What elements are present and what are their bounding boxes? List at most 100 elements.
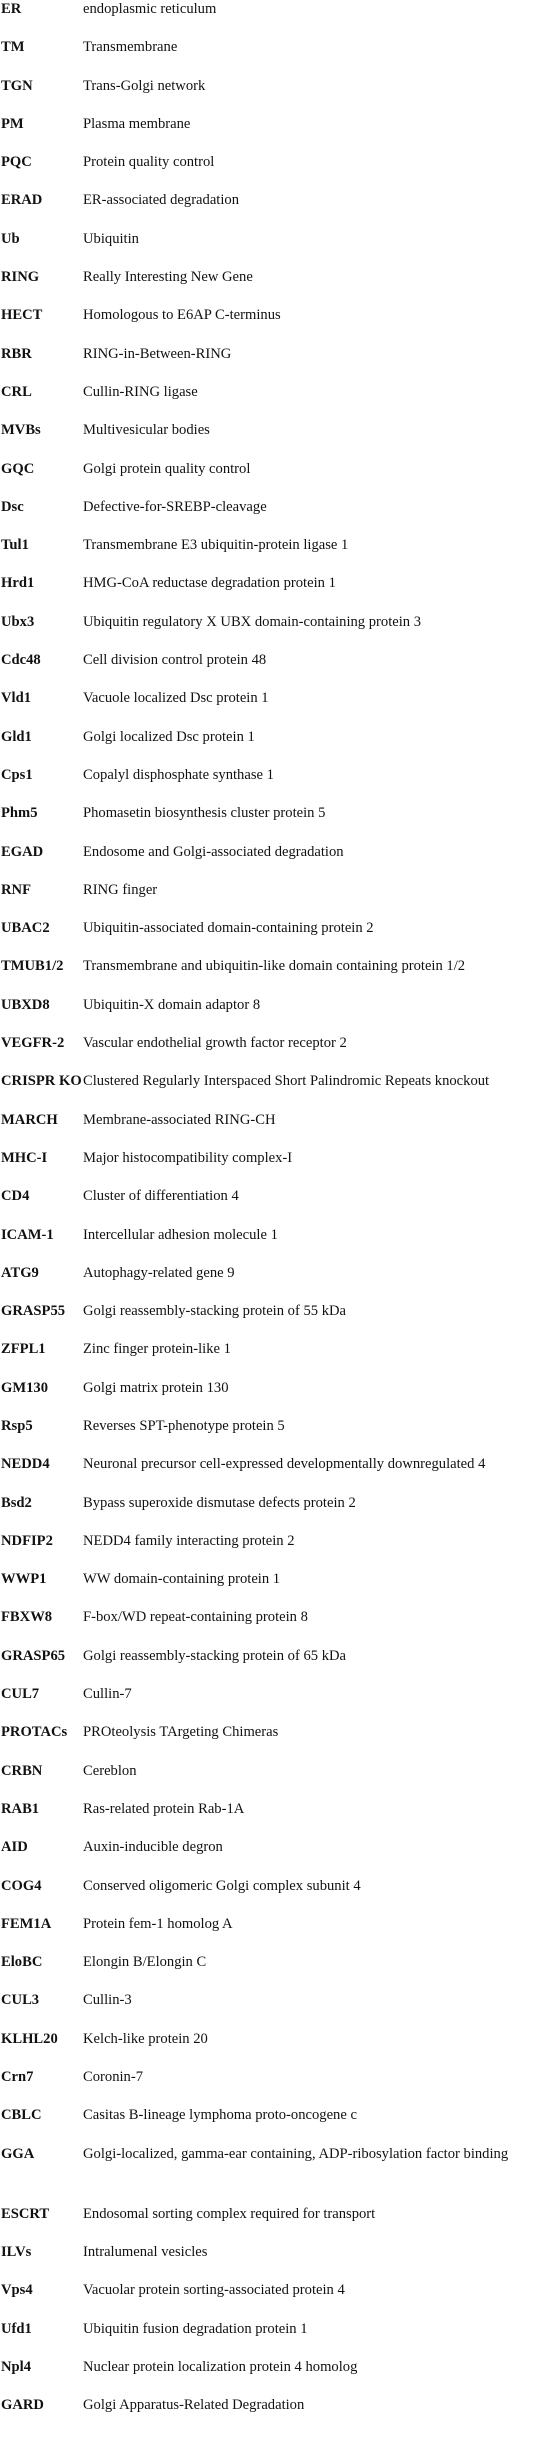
abbreviation: GRASP65 bbox=[1, 1647, 66, 1664]
abbreviation-row: MARCH Membrane-associated RING-CH bbox=[0, 1111, 558, 1149]
abbreviation-row: GQC Golgi protein quality control bbox=[0, 460, 558, 498]
abbreviation: UBXD8 bbox=[1, 996, 50, 1013]
definition: Trans-Golgi network bbox=[83, 77, 206, 94]
abbreviation-row: FEM1A Protein fem-1 homolog A bbox=[0, 1915, 558, 1953]
definition: Kelch-like protein 20 bbox=[83, 2030, 208, 2047]
abbreviation: KLHL20 bbox=[1, 2030, 58, 2047]
abbreviation: CRBN bbox=[1, 1762, 43, 1779]
abbreviation: GM130 bbox=[1, 1379, 49, 1396]
abbreviation-row: Bsd2 Bypass superoxide dismutase defects … bbox=[0, 1494, 558, 1532]
abbreviation: HECT bbox=[1, 307, 43, 324]
definition: Ubiquitin-X domain adaptor 8 bbox=[83, 996, 261, 1013]
abbreviation: FBXW8 bbox=[1, 1609, 53, 1626]
abbreviation-row: MHC-I Major histocompatibility complex-I bbox=[0, 1149, 558, 1187]
abbreviation-row: ER endoplasmic reticulum bbox=[0, 0, 558, 38]
definition: Golgi-localized, gamma-ear containing, A… bbox=[83, 2145, 509, 2162]
definition: Membrane-associated RING-CH bbox=[83, 1111, 276, 1128]
definition: Transmembrane and ubiquitin-like domain … bbox=[83, 958, 466, 975]
definition: Golgi reassembly-stacking protein of 65 … bbox=[83, 1647, 347, 1664]
definition: Endosome and Golgi-associated degradatio… bbox=[83, 843, 344, 860]
abbreviation: CUL3 bbox=[1, 1992, 40, 2009]
definition: Phomasetin biosynthesis cluster protein … bbox=[83, 805, 326, 822]
abbreviation-row: RAB1 Ras-related protein Rab-1A bbox=[0, 1800, 558, 1838]
abbreviation-row: FBXW8 F-box/WD repeat-containing protein … bbox=[0, 1608, 558, 1646]
definition: Homologous to E6AP C-terminus bbox=[83, 307, 281, 324]
abbreviation: RNF bbox=[1, 881, 31, 898]
definition: Neuronal precursor cell-expressed develo… bbox=[83, 1456, 486, 1473]
definition: Reverses SPT-phenotype protein 5 bbox=[83, 1417, 285, 1434]
abbreviation-row: Hrd1 HMG-CoA reductase degradation protei… bbox=[0, 574, 558, 612]
abbreviation: CUL7 bbox=[1, 1686, 40, 1703]
abbreviation-row: RBR RING-in-Between-RING bbox=[0, 345, 558, 383]
abbreviation-row: ICAM-1 Intercellular adhesion molecule 1 bbox=[0, 1226, 558, 1264]
abbreviation: Gld1 bbox=[1, 728, 32, 745]
abbreviation-row: Dsc Defective-for-SREBP-cleavage bbox=[0, 498, 558, 536]
abbreviation: Vps4 bbox=[1, 2282, 33, 2299]
abbreviation: Vld1 bbox=[1, 690, 32, 707]
abbreviation: Hrd1 bbox=[1, 575, 35, 592]
abbreviation-row: EloBC Elongin B/Elongin C bbox=[0, 1953, 558, 1991]
definition: RING finger bbox=[83, 881, 158, 898]
abbreviation-row: TM Transmembrane bbox=[0, 38, 558, 76]
abbreviation-row: ILVs Intralumenal vesicles bbox=[0, 2243, 558, 2281]
abbreviation: RING bbox=[1, 269, 40, 286]
abbreviation: GQC bbox=[1, 460, 35, 477]
abbreviation: TMUB1/2 bbox=[1, 958, 64, 975]
abbreviation: PQC bbox=[1, 154, 32, 171]
abbreviation: ER bbox=[1, 1, 22, 17]
abbreviation-row: Phm5 Phomasetin biosynthesis cluster prot… bbox=[0, 804, 558, 842]
definition: Casitas B-lineage lymphoma proto-oncogen… bbox=[83, 2107, 357, 2124]
abbreviation: TGN bbox=[1, 77, 33, 94]
abbreviation: VEGFR-2 bbox=[1, 1035, 65, 1052]
definition: Cullin-7 bbox=[83, 1686, 132, 1703]
abbreviation: RBR bbox=[1, 345, 32, 362]
definition: Cullin-3 bbox=[83, 1992, 132, 2009]
abbreviation: NEDD4 bbox=[1, 1456, 50, 1473]
abbreviation-row: RNF RING finger bbox=[0, 881, 558, 919]
definition: Cell division control protein 48 bbox=[83, 652, 267, 669]
abbreviation-row: Cdc48 Cell division control protein 48 bbox=[0, 651, 558, 689]
abbreviation-row: PROTACs PROteolysis TArgeting Chimeras bbox=[0, 1723, 558, 1761]
abbreviation: ILVs bbox=[1, 2243, 32, 2260]
definition: Elongin B/Elongin C bbox=[83, 1954, 207, 1971]
abbreviation-row: CRL Cullin-RING ligase bbox=[0, 383, 558, 421]
definition: Cereblon bbox=[83, 1762, 137, 1779]
definition: Vacuole localized Dsc protein 1 bbox=[83, 690, 269, 707]
definition: Autophagy-related gene 9 bbox=[83, 1264, 235, 1281]
abbreviation-row: Vld1 Vacuole localized Dsc protein 1 bbox=[0, 689, 558, 727]
abbreviation-row: GRASP55 Golgi reassembly-stacking protein… bbox=[0, 1302, 558, 1340]
abbreviation: ERAD bbox=[1, 192, 43, 209]
abbreviation-row: PM Plasma membrane bbox=[0, 115, 558, 153]
abbreviation-row: Cps1 Copalyl disphosphate synthase 1 bbox=[0, 766, 558, 804]
abbreviation: GRASP55 bbox=[1, 1303, 66, 1320]
definition: Plasma membrane bbox=[83, 115, 191, 132]
abbreviation-row: ATG9 Autophagy-related gene 9 bbox=[0, 1264, 558, 1302]
definition: Ras-related protein Rab-1A bbox=[83, 1800, 245, 1817]
abbreviation-row: CUL7 Cullin-7 bbox=[0, 1685, 558, 1723]
definition: Coronin-7 bbox=[83, 2069, 143, 2086]
abbreviation-row: PQC Protein quality control bbox=[0, 153, 558, 191]
abbreviation-row: KLHL20 Kelch-like protein 20 bbox=[0, 2030, 558, 2068]
abbreviation-row: VEGFR-2 Vascular endothelial growth facto… bbox=[0, 1034, 558, 1072]
abbreviation-row: Rsp5 Reverses SPT-phenotype protein 5 bbox=[0, 1417, 558, 1455]
abbreviation: COG4 bbox=[1, 1877, 42, 1894]
abbreviation-row: ERAD ER-associated degradation bbox=[0, 191, 558, 229]
definition: Ubiquitin fusion degradation protein 1 bbox=[83, 2320, 308, 2337]
definition: Golgi matrix protein 130 bbox=[83, 1379, 229, 1396]
definition: endoplasmic reticulum bbox=[83, 1, 217, 17]
definition: Auxin-inducible degron bbox=[83, 1839, 223, 1856]
definition: NEDD4 family interacting protein 2 bbox=[83, 1532, 295, 1549]
definition: Nuclear protein localization protein 4 h… bbox=[83, 2358, 358, 2375]
definition: Cullin-RING ligase bbox=[83, 383, 198, 400]
abbreviation: ATG9 bbox=[1, 1264, 39, 1281]
definition: F-box/WD repeat-containing protein 8 bbox=[83, 1609, 308, 1626]
abbreviation-row: UBAC2 Ubiquitin-associated domain-contain… bbox=[0, 919, 558, 957]
definition: Golgi protein quality control bbox=[83, 460, 251, 477]
definition: Conserved oligomeric Golgi complex subun… bbox=[83, 1877, 361, 1894]
abbreviation: Rsp5 bbox=[1, 1417, 33, 1434]
definition: Transmembrane E3 ubiquitin-protein ligas… bbox=[83, 537, 349, 554]
abbreviation-row: NDFIP2 NEDD4 family interacting protein 2 bbox=[0, 1532, 558, 1570]
definition: Intercellular adhesion molecule 1 bbox=[83, 1226, 278, 1243]
